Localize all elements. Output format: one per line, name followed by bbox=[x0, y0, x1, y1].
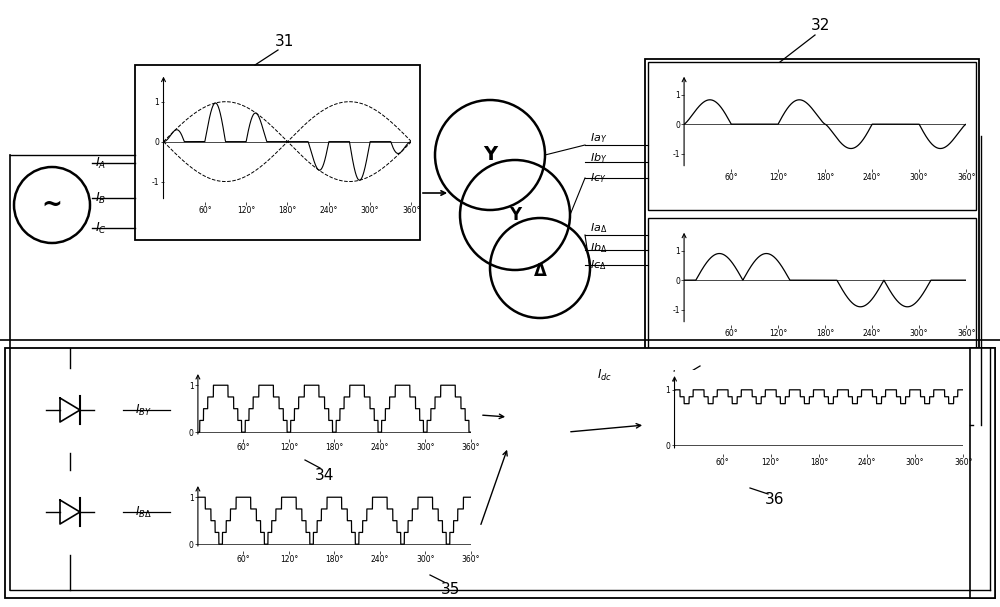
Bar bbox=[170, 360, 480, 470]
Bar bbox=[648, 62, 976, 210]
Text: 35: 35 bbox=[440, 583, 460, 597]
Text: $I_C$: $I_C$ bbox=[95, 220, 107, 236]
Bar bbox=[648, 218, 976, 366]
Text: Y: Y bbox=[483, 146, 497, 164]
Text: Y: Y bbox=[509, 206, 521, 224]
Bar bbox=[970, 348, 995, 598]
Text: $Ic_\Delta$: $Ic_\Delta$ bbox=[590, 258, 607, 272]
Text: $I_{B\Delta}$: $I_{B\Delta}$ bbox=[135, 504, 152, 520]
Text: $I_A$: $I_A$ bbox=[95, 155, 106, 171]
Text: 32: 32 bbox=[810, 18, 830, 33]
Text: 36: 36 bbox=[765, 492, 785, 507]
Text: Δ: Δ bbox=[534, 262, 546, 280]
Text: $Ib_\Delta$: $Ib_\Delta$ bbox=[590, 241, 608, 255]
Text: $I_B$: $I_B$ bbox=[95, 191, 106, 206]
Bar bbox=[170, 472, 480, 582]
Bar bbox=[135, 65, 420, 240]
Bar bbox=[18, 368, 123, 453]
Text: 31: 31 bbox=[275, 35, 295, 50]
Bar bbox=[508, 382, 568, 482]
Text: ~: ~ bbox=[42, 193, 62, 217]
Text: $I_{BY}$: $I_{BY}$ bbox=[135, 402, 152, 418]
Text: $Ia_\Delta$: $Ia_\Delta$ bbox=[590, 221, 607, 235]
Bar bbox=[5, 348, 995, 598]
Text: 33: 33 bbox=[672, 370, 692, 385]
Text: $I_{dc}$: $I_{dc}$ bbox=[597, 367, 612, 382]
Text: $Ib_Y$: $Ib_Y$ bbox=[590, 151, 608, 165]
Bar bbox=[18, 470, 123, 555]
Bar bbox=[645, 59, 979, 514]
Text: 34: 34 bbox=[315, 467, 335, 483]
Bar bbox=[645, 360, 973, 490]
Text: $Ia_Y$: $Ia_Y$ bbox=[590, 131, 607, 145]
Text: $Ic_Y$: $Ic_Y$ bbox=[590, 171, 607, 185]
